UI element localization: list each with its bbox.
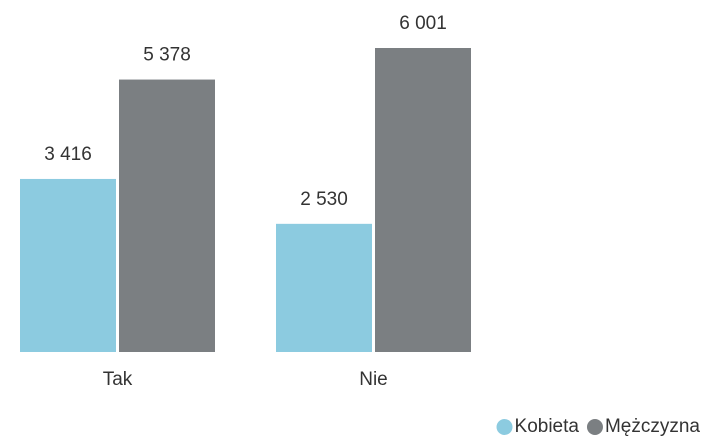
value-label: 6 001 (399, 13, 447, 34)
bar (20, 178, 116, 352)
x-tick-label: Nie (359, 369, 388, 390)
legend-swatch (496, 419, 513, 435)
bar (375, 48, 471, 352)
value-label: 5 378 (143, 45, 191, 66)
legend-label: Kobieta (515, 416, 580, 437)
legend-label: Mężczyzna (605, 416, 700, 437)
legend-swatch (586, 419, 603, 435)
value-label: 3 416 (44, 144, 92, 165)
bar (119, 79, 215, 353)
value-label: 2 530 (300, 189, 348, 210)
x-tick-label: Tak (103, 369, 133, 390)
bar (276, 223, 372, 352)
